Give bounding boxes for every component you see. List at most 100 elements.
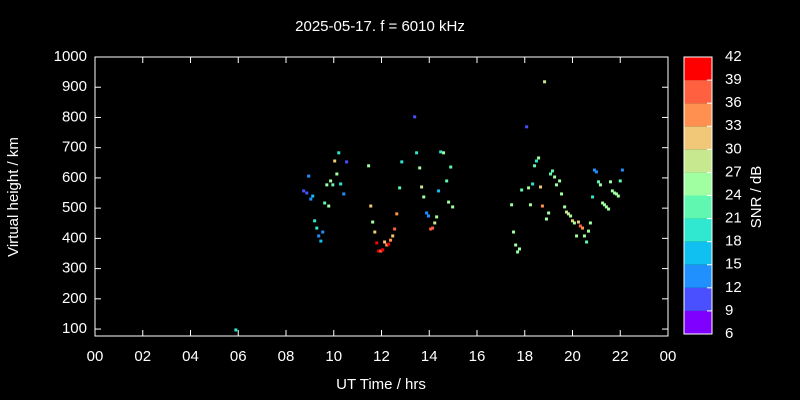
chart-title: 2025-05-17. f = 6010 kHz [295,18,465,35]
point [315,226,319,230]
point [610,189,614,193]
colorbar-band [684,287,712,311]
point [442,151,446,155]
y-tick-label: 600 [62,169,87,186]
point [572,221,576,225]
colorbar-band [684,80,712,104]
colorbar-tick-label: 42 [725,48,742,65]
point [335,172,339,176]
point [321,230,325,234]
colorbar-tick-label: 18 [725,233,742,250]
point [528,203,532,207]
colorbar-band [684,218,712,242]
point [449,165,453,169]
point [437,189,441,193]
colorbar-tick-label: 15 [725,256,742,273]
point [447,200,451,204]
colorbar-band [684,126,712,150]
point [329,179,333,183]
point [313,219,317,223]
point [560,192,564,196]
point [325,183,329,187]
point [433,221,437,225]
point [345,160,349,164]
point [553,175,557,179]
point [597,180,601,184]
point [383,240,387,244]
point [398,186,402,190]
colorbar-band [684,172,712,196]
colorbar-tick-label: 12 [725,279,742,296]
colorbar-band [684,103,712,127]
point [327,204,331,208]
point [582,234,586,238]
point [451,205,455,209]
colorbar-tick-label: 33 [725,117,742,134]
point [510,203,514,207]
point [613,191,617,195]
point [547,211,551,215]
point [400,160,404,164]
x-tick-label: 04 [182,348,199,365]
point [517,247,521,251]
point [375,241,379,245]
point [381,248,385,252]
point [337,151,341,155]
point [544,217,548,221]
point [371,220,375,224]
point [387,242,391,246]
point [331,183,335,187]
point [429,227,433,231]
point [539,185,543,189]
point [591,195,595,199]
point [602,203,606,207]
point [566,212,570,216]
point [431,226,435,230]
colorbar-band [684,57,712,81]
colorbar-band [684,195,712,219]
point [234,328,238,332]
colorbar-tick-label: 39 [725,71,742,88]
point [563,205,567,209]
point [311,194,315,198]
point [620,168,624,172]
y-tick-label: 400 [62,229,87,246]
point [369,204,373,208]
colorbar-band [684,264,712,288]
point [393,227,397,231]
point [379,249,383,253]
colorbar-band [684,310,712,334]
point [601,201,605,205]
point [512,230,516,234]
colorbar-tick-label: 6 [725,325,733,342]
colorbar-band [684,149,712,173]
point [604,205,608,209]
y-tick-label: 300 [62,260,87,277]
colorbar-tick-label: 30 [725,140,742,157]
y-tick-label: 800 [62,108,87,125]
point [516,250,520,254]
point [586,229,590,233]
colorbar-label: SNR / dB [748,166,765,229]
point [540,204,544,208]
point [415,151,419,155]
x-tick-label: 22 [612,348,629,365]
point [534,159,538,163]
point [550,169,554,173]
point [531,182,535,186]
point [537,156,541,160]
point [427,214,431,218]
point [317,234,321,238]
point [319,239,323,243]
point [342,192,346,196]
point [520,188,524,192]
point [581,226,585,230]
y-tick-label: 700 [62,139,87,156]
point [571,219,574,223]
point [598,183,602,187]
point [333,159,337,163]
x-tick-label: 06 [230,348,247,365]
point [608,180,612,184]
